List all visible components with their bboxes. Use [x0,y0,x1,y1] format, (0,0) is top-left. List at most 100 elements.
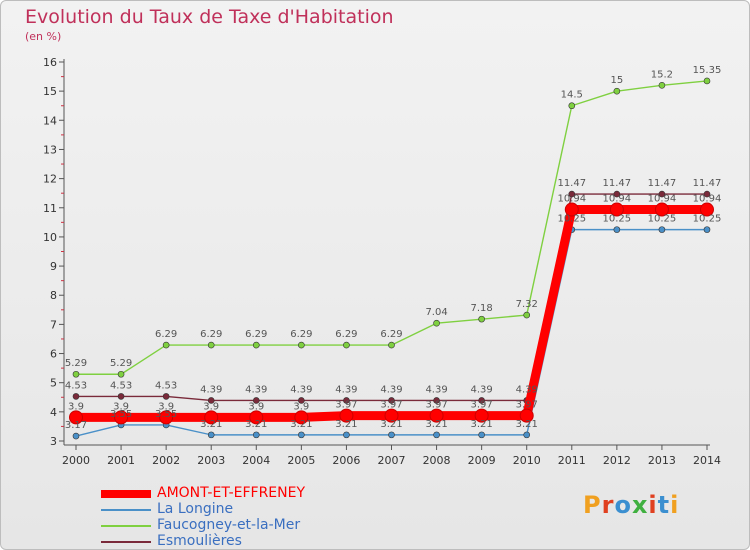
y-tick-label: 13 [43,143,57,156]
x-tick-label: 2005 [287,454,315,467]
logo-letter: P [583,491,602,519]
x-tick-label: 2012 [603,454,631,467]
x-tick-label: 2011 [558,454,586,467]
logo-letter: i [648,491,658,519]
chart-title: Evolution du Taux de Taxe d'Habitation [25,6,394,28]
x-tick-label: 2013 [648,454,676,467]
data-label: 4.53 [155,380,177,391]
x-tick-label: 2003 [197,454,225,467]
y-tick-label: 8 [50,289,57,302]
data-label: 3.9 [68,401,84,412]
series-point [609,202,624,217]
series-point [474,408,489,423]
series-point [117,370,125,378]
data-label: 15 [610,75,623,86]
data-label: 3.97 [471,400,493,411]
series-point [568,102,576,110]
data-label: 3.9 [158,401,174,412]
series-point [388,431,395,439]
data-label: 6.29 [290,329,312,340]
y-tick-label: 3 [50,435,57,448]
series-point [700,202,714,217]
data-label: 3.21 [425,419,447,430]
data-label: 3.21 [245,419,267,430]
data-label: 10.25 [603,214,632,225]
series-point [72,370,80,378]
series-point [69,410,83,425]
series-point [429,408,444,423]
logo-letter: t [657,491,671,519]
series-point [249,410,264,425]
series-point [703,190,711,198]
series-point [613,226,621,233]
series-point [117,393,125,400]
data-label: 3.17 [65,420,87,431]
data-label: 3.21 [471,419,493,430]
logo-letter: r [601,491,615,519]
data-label: 7.04 [425,307,447,318]
data-label: 10.25 [557,214,586,225]
legend-item: AMONT-ET-EFFRENEY [101,485,401,501]
series-point [384,408,399,423]
series-point [114,410,129,425]
series-point [523,431,531,439]
series-point [207,431,215,439]
series-line-3 [75,193,708,402]
x-tick-label: 2002 [152,454,180,467]
data-label: 7.32 [516,299,538,310]
series-point [72,432,80,440]
data-label: 10.94 [648,194,677,205]
data-label: 3.21 [335,419,357,430]
series-point [252,397,260,404]
series-point [433,319,440,327]
data-label: 6.29 [245,329,267,340]
series-point [343,341,350,349]
series-point [343,431,350,439]
y-tick-label: 11 [43,202,57,215]
legend-swatch [101,525,151,527]
data-label: 3.97 [380,400,402,411]
legend-swatch [101,541,151,543]
data-label: 4.53 [110,380,132,391]
series-point [162,341,170,349]
x-tick-label: 2000 [62,454,90,467]
data-label: 5.29 [110,358,132,369]
data-label: 6.29 [155,329,177,340]
data-label: 7.18 [471,303,493,314]
data-label: 3.21 [380,419,402,430]
y-tick-label: 7 [50,318,57,331]
data-label: 10.94 [693,194,722,205]
data-label: 10.25 [693,214,722,225]
series-point [613,190,621,198]
series-point [388,341,395,349]
series-point [703,77,711,85]
data-label: 3.55 [155,409,177,420]
legend-swatch [101,490,151,498]
data-label: 4.53 [65,380,87,391]
y-tick-label: 5 [50,377,57,390]
series-point [658,190,666,198]
x-tick-label: 2014 [693,454,721,467]
data-label: 3.9 [203,401,219,412]
series-point [703,226,711,233]
series-point [72,393,80,400]
data-label: 3.97 [425,400,447,411]
y-tick-label: 9 [50,260,57,273]
series-point [654,202,669,217]
logo-letter: o [614,491,632,519]
series-point [298,431,305,439]
data-label: 3.9 [113,401,129,412]
logo-letter: i [670,491,680,519]
data-label: 4.39 [471,384,493,395]
data-label: 11.47 [693,178,722,189]
series-point [613,87,621,95]
legend-swatch [101,509,151,511]
logo-letter: x [631,491,649,519]
data-label: 3.21 [516,419,538,430]
data-label: 4.39 [290,384,312,395]
series-point [298,341,305,349]
data-label: 4.39 [516,384,538,395]
proxiti-logo: Proxiti [583,491,679,519]
